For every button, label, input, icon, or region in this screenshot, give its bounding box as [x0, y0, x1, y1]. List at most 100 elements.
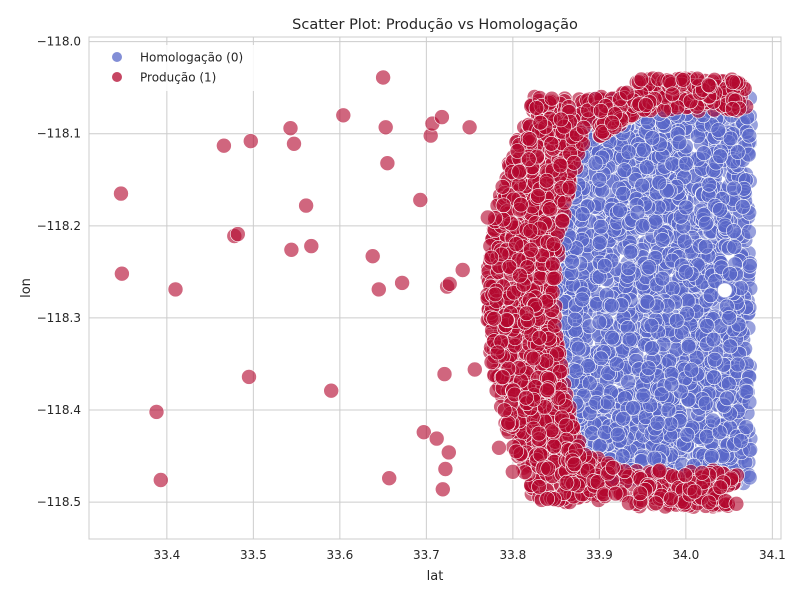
scatter-point-producao [494, 179, 511, 195]
scatter-point-producao [664, 86, 681, 103]
scatter-point-producao [483, 249, 500, 266]
scatter-point-homologacao [629, 204, 646, 221]
scatter-point-producao [494, 369, 511, 385]
scatter-point-producao [370, 281, 387, 298]
scatter-point-homologacao [738, 419, 755, 435]
chart-title: Scatter Plot: Produção vs Homologação [292, 17, 578, 33]
scatter-point-homologacao [612, 202, 628, 218]
scatter-point-producao [282, 120, 299, 136]
scatter-point-homologacao [654, 270, 671, 287]
scatter-point-producao [283, 242, 300, 258]
scatter-point-producao [539, 382, 556, 399]
scatter-point-producao [153, 472, 169, 488]
scatter-point-producao [441, 276, 458, 292]
scatter-point-homologacao [680, 338, 697, 355]
scatter-point-producao [669, 99, 686, 116]
scatter-point-homologacao [622, 244, 639, 261]
scatter-point-producao [632, 485, 648, 502]
y-tick-label: −118.2 [37, 219, 81, 233]
scatter-point-producao [531, 329, 548, 346]
legend-box [99, 45, 259, 91]
scatter-point-producao [694, 465, 710, 481]
scatter-point-producao [495, 197, 512, 214]
scatter-point-homologacao [651, 174, 668, 191]
scatter-point-producao [604, 114, 620, 131]
scatter-point-homologacao [706, 351, 723, 368]
scatter-point-producao [428, 430, 445, 447]
scatter-point-producao [532, 114, 549, 131]
scatter-point-producao [531, 425, 547, 442]
scatter-point-homologacao [741, 224, 757, 240]
scatter-point-homologacao [683, 362, 700, 378]
legend-marker-homologacao [111, 51, 123, 63]
scatter-point-homologacao [703, 448, 720, 464]
scatter-point-homologacao [599, 394, 616, 411]
scatter-point-producao [539, 491, 556, 507]
scatter-point-producao [619, 85, 635, 101]
scatter-point-homologacao [604, 329, 620, 346]
scatter-point-homologacao [574, 291, 590, 308]
scatter-point-homologacao [593, 350, 609, 367]
scatter-point-producao [375, 69, 391, 86]
scatter-point-homologacao [587, 155, 604, 171]
scatter-point-homologacao [634, 218, 651, 234]
x-tick-label: 33.4 [153, 548, 180, 562]
scatter-point-producao [637, 97, 654, 113]
scatter-point-producao [532, 446, 549, 463]
scatter-point-homologacao [660, 402, 677, 418]
scatter-point-homologacao [741, 127, 758, 144]
scatter-point-homologacao [603, 297, 620, 314]
scatter-point-homologacao [729, 144, 746, 160]
scatter-point-producao [412, 192, 429, 208]
scatter-point-producao [546, 317, 563, 334]
scatter-point-homologacao [664, 156, 681, 172]
scatter-point-producao [677, 467, 694, 484]
scatter-point-producao [538, 172, 555, 189]
scatter-point-producao [508, 443, 525, 460]
x-tick-label: 33.5 [240, 548, 267, 562]
scatter-point-homologacao [653, 386, 670, 403]
scatter-point-homologacao [593, 218, 609, 235]
scatter-point-homologacao [654, 232, 671, 248]
scatter-point-homologacao [699, 317, 715, 334]
scatter-point-homologacao [726, 239, 743, 255]
scatter-point-producao [545, 236, 562, 252]
y-axis-ticks: −118.0 −118.1 −118.2 −118.3 −118.4 −118.5 [37, 35, 81, 510]
scatter-point-producao [491, 439, 507, 456]
scatter-point-producao [724, 74, 741, 90]
y-tick-label: −118.1 [37, 127, 81, 141]
scatter-point-producao [479, 209, 496, 226]
y-tick-label: −118.3 [37, 311, 81, 325]
scatter-point-homologacao [614, 448, 631, 464]
scatter-point-producao [501, 258, 518, 275]
scatter-point-producao [648, 495, 664, 512]
x-tick-label: 33.9 [586, 548, 613, 562]
scatter-point-homologacao [596, 257, 613, 274]
scatter-point-producao [486, 310, 502, 327]
scatter-point-homologacao [616, 162, 633, 178]
scatter-point-producao [528, 100, 545, 116]
scatter-point-producao [605, 459, 621, 476]
y-tick-label: −118.4 [37, 403, 81, 417]
scatter-point-producao [518, 305, 535, 322]
scatter-point-producao [508, 236, 524, 252]
scatter-point-producao [700, 77, 717, 94]
scatter-point-producao [536, 399, 553, 415]
scatter-point-producao [546, 438, 562, 455]
scatter-point-homologacao [625, 400, 641, 416]
scatter-point-producao [303, 238, 320, 254]
scatter-point-producao [540, 460, 557, 477]
scatter-point-homologacao [678, 155, 694, 172]
legend: Homologação (0) Produção (1) [99, 45, 259, 91]
scatter-point-producao [323, 382, 340, 399]
scatter-point-homologacao [634, 177, 651, 194]
scatter-point-homologacao [661, 353, 678, 369]
scatter-point-homologacao [591, 314, 608, 331]
scatter-point-producao [335, 107, 352, 124]
plot-area [88, 36, 782, 540]
scatter-point-producao [521, 131, 538, 147]
scatter-point-homologacao [640, 360, 657, 377]
scatter-point-producao [543, 136, 560, 152]
scatter-point-producao [701, 494, 717, 511]
scatter-point-homologacao [591, 234, 608, 251]
